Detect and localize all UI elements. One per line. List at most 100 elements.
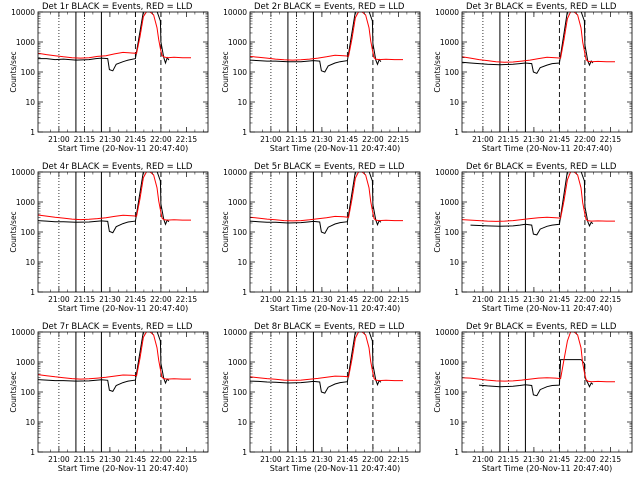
x-tick-label: 21:45 bbox=[125, 295, 147, 304]
x-tick-label: 21:15 bbox=[74, 295, 96, 304]
x-tick-label: 22:00 bbox=[150, 455, 172, 464]
y-tick-label: 100 bbox=[21, 228, 36, 237]
series-line-events bbox=[38, 172, 170, 234]
y-tick-label: 1 bbox=[30, 448, 35, 457]
series-line-events bbox=[250, 332, 382, 394]
x-tick-label: 21:15 bbox=[286, 135, 308, 144]
y-axis-label: Counts/sec bbox=[433, 51, 442, 92]
panel-title: Det 3r BLACK = Events, RED = LLD bbox=[466, 2, 617, 12]
x-axis-label: Start Time (20-Nov-11 20:47:40) bbox=[58, 304, 188, 313]
y-tick-label: 10 bbox=[237, 258, 247, 267]
series-line-events bbox=[250, 12, 382, 73]
x-tick-label: 21:45 bbox=[337, 135, 359, 144]
x-tick-label: 21:00 bbox=[472, 135, 494, 144]
y-tick-label: 100 bbox=[233, 228, 248, 237]
x-tick-label: 22:00 bbox=[574, 295, 596, 304]
panel-title: Det 2r BLACK = Events, RED = LLD bbox=[254, 2, 405, 12]
series-line-events bbox=[462, 12, 594, 75]
plot-frame bbox=[37, 331, 209, 453]
y-axis-label: Counts/sec bbox=[9, 51, 18, 92]
series-line-lld bbox=[462, 332, 615, 383]
y-tick-label: 100 bbox=[21, 388, 36, 397]
x-axis-label: Start Time (20-Nov-11 20:47:40) bbox=[482, 144, 612, 153]
series-line-events bbox=[478, 359, 594, 397]
x-axis-label: Start Time (20-Nov-11 20:47:40) bbox=[58, 464, 188, 473]
x-tick-label: 21:00 bbox=[48, 135, 70, 144]
x-tick-label: 21:15 bbox=[498, 455, 520, 464]
panel-6: Det 6r BLACK = Events, RED = LLD 1 10 100 10… bbox=[433, 162, 633, 313]
y-tick-label: 100 bbox=[445, 68, 460, 77]
y-axis-label: Counts/sec bbox=[9, 371, 18, 412]
x-tick-label: 21:45 bbox=[337, 455, 359, 464]
x-tick-label: 22:15 bbox=[176, 455, 198, 464]
x-axis-label: Start Time (20-Nov-11 20:47:40) bbox=[270, 464, 400, 473]
x-tick-label: 21:15 bbox=[74, 455, 96, 464]
y-tick-label: 10000 bbox=[223, 168, 247, 177]
x-tick-label: 22:15 bbox=[388, 135, 410, 144]
y-tick-label: 1 bbox=[242, 128, 247, 137]
x-tick-label: 21:00 bbox=[260, 295, 282, 304]
y-tick-label: 10000 bbox=[11, 328, 35, 337]
x-tick-label: 22:15 bbox=[176, 295, 198, 304]
panel-9: Det 9r BLACK = Events, RED = LLD 1 10 100 10… bbox=[433, 322, 633, 473]
series-line-events bbox=[38, 332, 170, 393]
x-tick-label: 22:00 bbox=[574, 135, 596, 144]
x-tick-label: 22:00 bbox=[362, 295, 384, 304]
x-tick-label: 21:15 bbox=[286, 455, 308, 464]
y-tick-label: 10 bbox=[25, 98, 35, 107]
x-tick-label: 21:30 bbox=[523, 295, 545, 304]
plot-frame bbox=[37, 11, 209, 133]
x-tick-label: 21:45 bbox=[337, 295, 359, 304]
y-tick-label: 1 bbox=[454, 128, 459, 137]
x-tick-label: 21:00 bbox=[472, 295, 494, 304]
x-tick-label: 22:15 bbox=[600, 455, 622, 464]
x-tick-label: 22:15 bbox=[176, 135, 198, 144]
y-tick-label: 1000 bbox=[16, 38, 35, 47]
panel-title: Det 8r BLACK = Events, RED = LLD bbox=[254, 322, 405, 332]
series-line-events bbox=[38, 12, 170, 72]
y-tick-label: 10000 bbox=[11, 8, 35, 17]
series-line-lld bbox=[250, 172, 403, 222]
y-tick-label: 10000 bbox=[223, 328, 247, 337]
y-axis-label: Counts/sec bbox=[221, 211, 230, 252]
y-tick-label: 10 bbox=[449, 418, 459, 427]
x-tick-label: 21:15 bbox=[74, 135, 96, 144]
series-line-lld bbox=[250, 332, 403, 382]
plot-frame bbox=[249, 331, 421, 453]
x-tick-label: 22:15 bbox=[388, 295, 410, 304]
series-line-lld bbox=[38, 172, 191, 221]
x-tick-label: 21:45 bbox=[549, 455, 571, 464]
y-tick-label: 100 bbox=[233, 68, 248, 77]
panel-title: Det 4r BLACK = Events, RED = LLD bbox=[42, 162, 193, 172]
x-tick-label: 21:00 bbox=[260, 135, 282, 144]
x-tick-label: 21:30 bbox=[523, 135, 545, 144]
plot-frame bbox=[37, 171, 209, 293]
y-tick-label: 10 bbox=[25, 418, 35, 427]
plot-frame bbox=[461, 331, 633, 453]
y-tick-label: 10 bbox=[449, 98, 459, 107]
panel-2: Det 2r BLACK = Events, RED = LLD 1 10 100 10… bbox=[221, 2, 421, 153]
panel-8: Det 8r BLACK = Events, RED = LLD 1 10 100 10… bbox=[221, 322, 421, 473]
panel-title: Det 7r BLACK = Events, RED = LLD bbox=[42, 322, 193, 332]
y-axis-label: Counts/sec bbox=[433, 371, 442, 412]
x-tick-label: 21:30 bbox=[311, 455, 333, 464]
x-tick-label: 22:15 bbox=[600, 295, 622, 304]
x-tick-label: 22:00 bbox=[150, 135, 172, 144]
x-tick-label: 21:00 bbox=[472, 455, 494, 464]
y-tick-label: 10000 bbox=[223, 8, 247, 17]
series-line-lld bbox=[250, 12, 403, 61]
x-tick-label: 22:00 bbox=[362, 455, 384, 464]
y-tick-label: 10000 bbox=[435, 168, 459, 177]
y-tick-label: 1000 bbox=[16, 198, 35, 207]
x-tick-label: 22:00 bbox=[150, 295, 172, 304]
y-tick-label: 1 bbox=[454, 288, 459, 297]
x-axis-label: Start Time (20-Nov-11 20:47:40) bbox=[482, 464, 612, 473]
y-tick-label: 1 bbox=[242, 288, 247, 297]
y-tick-label: 10000 bbox=[11, 168, 35, 177]
x-tick-label: 21:30 bbox=[311, 135, 333, 144]
y-tick-label: 1000 bbox=[228, 198, 247, 207]
x-tick-label: 21:30 bbox=[99, 135, 121, 144]
panel-title: Det 6r BLACK = Events, RED = LLD bbox=[466, 162, 617, 172]
plot-frame bbox=[461, 171, 633, 293]
y-tick-label: 1 bbox=[30, 288, 35, 297]
